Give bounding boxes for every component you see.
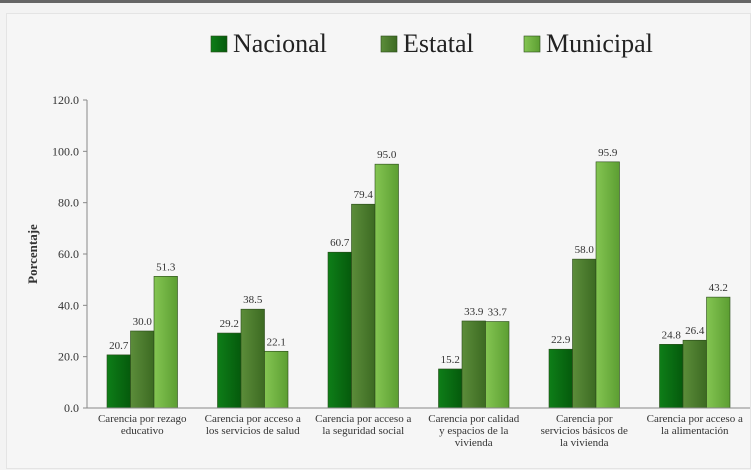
x-tick-label: la seguridad social (322, 425, 404, 437)
legend-swatch-municipal (523, 35, 541, 53)
legend-label-estatal: Estatal (403, 29, 474, 58)
bar-municipal (374, 163, 399, 409)
data-label: 22.9 (551, 334, 571, 346)
bar-estatal (572, 258, 597, 409)
data-label: 30.0 (133, 316, 153, 328)
data-label: 58.0 (575, 244, 595, 256)
y-tick-label: 60.0 (58, 247, 79, 261)
data-label: 95.9 (598, 147, 618, 159)
data-label: 79.4 (354, 189, 374, 201)
legend-swatch-estatal (380, 35, 398, 53)
data-label: 51.3 (156, 261, 176, 273)
x-tick-label: la alimentación (661, 425, 729, 437)
bar-nacional (548, 348, 573, 409)
y-tick-label: 40.0 (58, 298, 79, 312)
x-tick-label: Carencia por (556, 413, 613, 425)
bar-estatal (240, 308, 265, 409)
bar-estatal (351, 203, 376, 409)
bar-nacional (106, 354, 131, 409)
x-tick-label: y espacios de la (439, 425, 508, 437)
legend-swatch-nacional (210, 35, 228, 53)
bar-municipal (595, 161, 620, 409)
x-tick-label: los servicios de salud (206, 425, 300, 437)
y-tick-label: 100.0 (52, 144, 79, 158)
x-tick-label: la vivienda (560, 437, 609, 449)
bar-nacional (217, 332, 242, 409)
legend: Nacional Estatal Municipal (210, 29, 653, 58)
x-tick-label: Carencia por calidad (428, 413, 520, 425)
bar-municipal (153, 276, 178, 409)
data-label: 33.9 (464, 306, 484, 318)
bar-municipal (485, 321, 510, 409)
data-label: 95.0 (377, 149, 397, 161)
chart-panel: Nacional Estatal Municipal 0.0 20.0 40.0 60.0… (6, 13, 751, 469)
x-tick-label: servicios básicos de (541, 425, 628, 437)
bar-nacional (659, 344, 684, 409)
bar-municipal (706, 296, 731, 409)
data-label: 22.1 (267, 336, 286, 348)
x-tick-label: Carencia por acceso a (205, 413, 301, 425)
y-tick-label: 80.0 (58, 196, 79, 210)
bars: 20.7 30.0 51.3 29.2 38.5 22.1 60.7 79.4 95.0 15.2… (106, 147, 731, 409)
x-tick-label: Carencia por acceso a (315, 413, 411, 425)
data-label: 26.4 (685, 325, 705, 337)
y-tick-label: 20.0 (58, 350, 79, 364)
legend-label-nacional: Nacional (233, 29, 327, 58)
y-tick-label: 0.0 (64, 401, 79, 415)
legend-label-municipal: Municipal (546, 29, 653, 58)
bar-estatal (682, 339, 707, 409)
y-axis-label: Porcentaje (25, 224, 40, 284)
data-label: 29.2 (220, 318, 239, 330)
x-tick-label: vivienda (455, 437, 493, 449)
data-label: 33.7 (488, 307, 508, 319)
bar-estatal (461, 320, 486, 409)
y-axis: 0.0 20.0 40.0 60.0 80.0 100.0 120.0 Porcentaje (25, 93, 88, 415)
bar-municipal (264, 350, 289, 409)
bar-nacional (438, 368, 463, 409)
x-tick-label: Carencia por acceso a (647, 413, 743, 425)
x-tick-label: Carencia por rezago (98, 413, 187, 425)
bar-nacional (327, 251, 352, 409)
data-label: 43.2 (709, 282, 728, 294)
data-label: 20.7 (109, 340, 129, 352)
data-label: 24.8 (662, 329, 682, 341)
x-tick-label: educativo (121, 425, 164, 437)
data-label: 38.5 (243, 294, 263, 306)
data-label: 15.2 (441, 354, 460, 366)
y-tick-label: 120.0 (52, 93, 79, 107)
bar-estatal (130, 330, 155, 409)
bar-chart: Nacional Estatal Municipal 0.0 20.0 40.0 60.0… (25, 29, 750, 449)
data-label: 60.7 (330, 237, 350, 249)
